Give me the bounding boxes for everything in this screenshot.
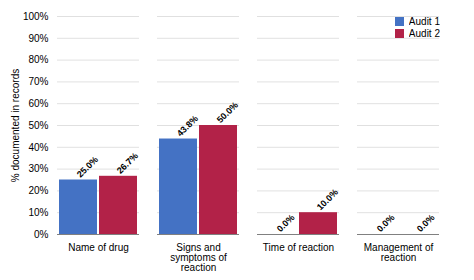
svg-text:43.8%: 43.8% xyxy=(175,113,200,138)
svg-text:30%: 30% xyxy=(28,163,48,174)
svg-text:0.0%: 0.0% xyxy=(415,212,437,234)
html-text:Audit 2: Audit 2 xyxy=(408,28,440,39)
svg-text:Signs andsymptoms ofreaction: Signs andsymptoms ofreaction xyxy=(170,242,227,273)
svg-text:100%: 100% xyxy=(23,11,49,22)
svg-text:0.0%: 0.0% xyxy=(375,212,397,234)
svg-text:10.0%: 10.0% xyxy=(315,187,340,212)
svg-text:10%: 10% xyxy=(28,207,48,218)
svg-text:60%: 60% xyxy=(28,98,48,109)
svg-text:40%: 40% xyxy=(28,142,48,153)
svg-text:20%: 20% xyxy=(28,185,48,196)
svg-text:70%: 70% xyxy=(28,76,48,87)
svg-text:26.7%: 26.7% xyxy=(115,151,140,176)
svg-text:50.0%: 50.0% xyxy=(215,100,240,125)
svg-text:0%: 0% xyxy=(34,229,49,240)
svg-text:Time of reaction: Time of reaction xyxy=(263,242,334,253)
svg-text:80%: 80% xyxy=(28,54,48,65)
svg-text:Name of drug: Name of drug xyxy=(68,242,129,253)
svg-text:50%: 50% xyxy=(28,120,48,131)
svg-text:0.0%: 0.0% xyxy=(275,212,297,234)
svg-text:90%: 90% xyxy=(28,33,48,44)
svg-text:% documented in records: % documented in records xyxy=(10,69,21,182)
html-text:Audit 1: Audit 1 xyxy=(408,16,440,27)
svg-text:25.0%: 25.0% xyxy=(75,154,100,179)
svg-text:Management ofreaction: Management ofreaction xyxy=(364,242,434,263)
